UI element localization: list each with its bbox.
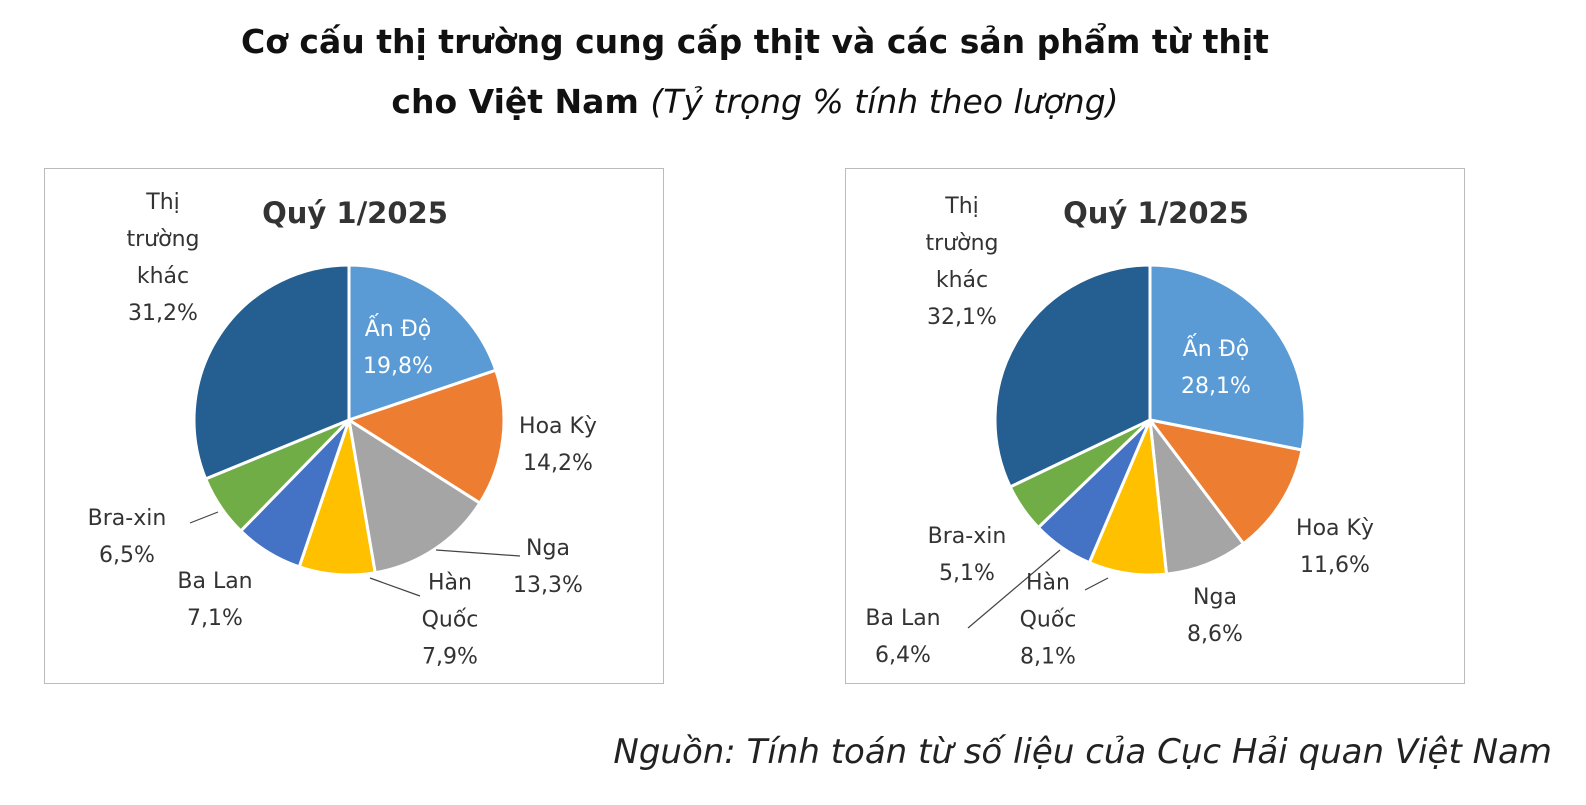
- category-label: Ấn Độ: [364, 317, 432, 342]
- pie-slice: [1148, 263, 1307, 452]
- leader-line: [435, 549, 521, 557]
- pie-slice: [192, 263, 351, 481]
- value-label: 19,8%: [363, 354, 433, 379]
- data-label: Hoa Kỳ 14,2%: [498, 408, 618, 482]
- value-label: 14,2%: [523, 451, 593, 476]
- pie-title: Quý 1/2025: [1063, 196, 1249, 230]
- category-label: Ba Lan: [177, 569, 253, 594]
- category-label: Bra-xin: [87, 506, 167, 531]
- data-label: Hàn Quốc 7,9%: [405, 565, 495, 676]
- data-label: Hoa Kỳ 11,6%: [1275, 510, 1395, 584]
- value-label: 6,4%: [875, 643, 931, 668]
- pie-title: Quý 1/2025: [262, 196, 448, 230]
- title-line: cho Việt Nam: [391, 82, 639, 121]
- value-label: 8,1%: [1020, 644, 1076, 670]
- subtitle: (Tỷ trọng % tính theo lượng): [650, 82, 1119, 121]
- category-label: Nga: [526, 536, 570, 561]
- category-label: Hoa Kỳ: [1296, 516, 1374, 541]
- data-label: Nga 13,3%: [498, 530, 598, 604]
- pie-slice: [993, 263, 1152, 489]
- pie-slice: [346, 416, 482, 575]
- data-label: Bra-xin 5,1%: [907, 518, 1027, 592]
- value-label: 8,6%: [1187, 622, 1243, 647]
- leader-line: [1084, 577, 1109, 591]
- chart-frame: [845, 168, 1465, 684]
- data-label: Bra-xin 6,5%: [67, 500, 187, 574]
- value-label: 31,2%: [128, 301, 198, 326]
- data-label: Nga 8,6%: [1165, 579, 1265, 653]
- category-label: Nga: [1193, 585, 1237, 610]
- value-label: 6,5%: [99, 543, 155, 568]
- leader-line: [189, 511, 219, 524]
- category-label: Ba Lan: [865, 606, 941, 631]
- data-label: Thị trường khác 32,1%: [907, 188, 1017, 336]
- data-label: Hàn Quốc 8,1%: [1003, 565, 1093, 676]
- data-label: Ấn Độ 28,1%: [1156, 331, 1276, 405]
- pie-slice: [345, 368, 506, 506]
- data-label: Thị trường khác 31,2%: [108, 184, 218, 332]
- category-label: Hàn Quốc: [421, 570, 479, 633]
- category-label: Hoa Kỳ: [519, 414, 597, 439]
- source: Nguồn: Tính toán từ số liệu của Cục Hải …: [613, 732, 1552, 772]
- value-label: 7,9%: [422, 644, 478, 670]
- data-label: Ba Lan 7,1%: [155, 563, 275, 637]
- value-label: 32,1%: [927, 305, 997, 330]
- category-label: Bra-xin: [927, 524, 1007, 549]
- leader-line: [369, 577, 421, 597]
- leader-line: [967, 549, 1061, 629]
- category-label: Hàn Quốc: [1019, 570, 1077, 633]
- data-label: Ba Lan 6,4%: [843, 600, 963, 674]
- title-row: cho Việt Nam (Tỷ trọng % tính theo lượng…: [0, 82, 1510, 121]
- pie-slice: [1146, 417, 1304, 546]
- category-label: Ấn Độ: [1182, 337, 1250, 362]
- chart-frame: [44, 168, 664, 684]
- category-label: Thị trường khác: [126, 190, 200, 289]
- data-label: Ấn Độ 19,8%: [338, 311, 458, 385]
- value-label: 11,6%: [1300, 553, 1370, 578]
- value-label: 5,1%: [939, 561, 995, 586]
- title-line: Cơ cấu thị trường cung cấp thịt và các s…: [241, 22, 1269, 61]
- pie-slice: [1147, 414, 1246, 576]
- value-label: 7,1%: [187, 606, 243, 631]
- value-label: 13,3%: [513, 573, 583, 598]
- value-label: 28,1%: [1181, 374, 1251, 399]
- category-label: Thị trường khác: [925, 194, 999, 293]
